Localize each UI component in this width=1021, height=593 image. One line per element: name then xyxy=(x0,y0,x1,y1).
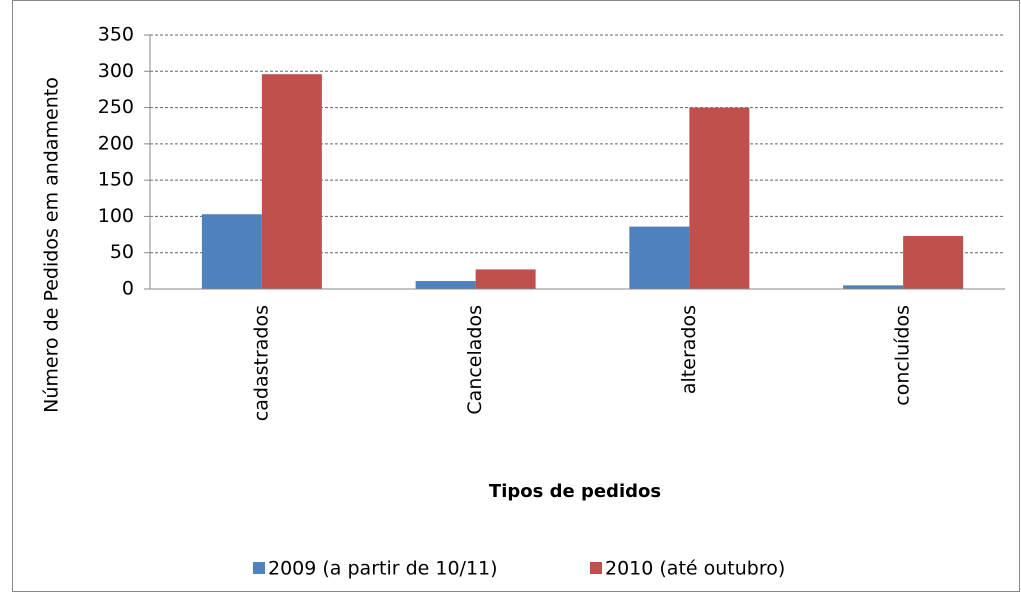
x-tick-label: cadastrados xyxy=(250,305,272,421)
x-tick-label: Cancelados xyxy=(464,305,486,415)
bar xyxy=(261,74,322,289)
y-tick-label: 300 xyxy=(98,60,134,82)
y-tick-label: 100 xyxy=(98,205,134,227)
legend-swatch xyxy=(253,562,265,574)
x-axis-title: Tipos de pedidos xyxy=(489,481,661,502)
chart-border xyxy=(12,0,1020,592)
bar xyxy=(689,107,750,289)
y-tick-label: 350 xyxy=(98,24,134,46)
x-tick-label: concluídos xyxy=(892,305,914,406)
bar xyxy=(475,269,536,289)
y-axis-title: Número de Pedidos em andamento xyxy=(41,77,63,413)
legend-label: 2009 (a partir de 10/11) xyxy=(268,558,498,580)
y-tick-label: 50 xyxy=(110,241,134,263)
legend-label: 2010 (até outubro) xyxy=(605,558,785,580)
x-tick-label: alterados xyxy=(678,305,700,394)
y-tick-label: 200 xyxy=(98,132,134,154)
bar xyxy=(629,226,690,289)
bar xyxy=(843,285,904,289)
bar xyxy=(201,214,262,289)
bar xyxy=(903,236,964,289)
y-tick-label: 0 xyxy=(122,278,134,300)
legend-swatch xyxy=(590,562,602,574)
y-tick-label: 250 xyxy=(98,96,134,118)
bar xyxy=(415,281,476,289)
y-tick-label: 150 xyxy=(98,169,134,191)
